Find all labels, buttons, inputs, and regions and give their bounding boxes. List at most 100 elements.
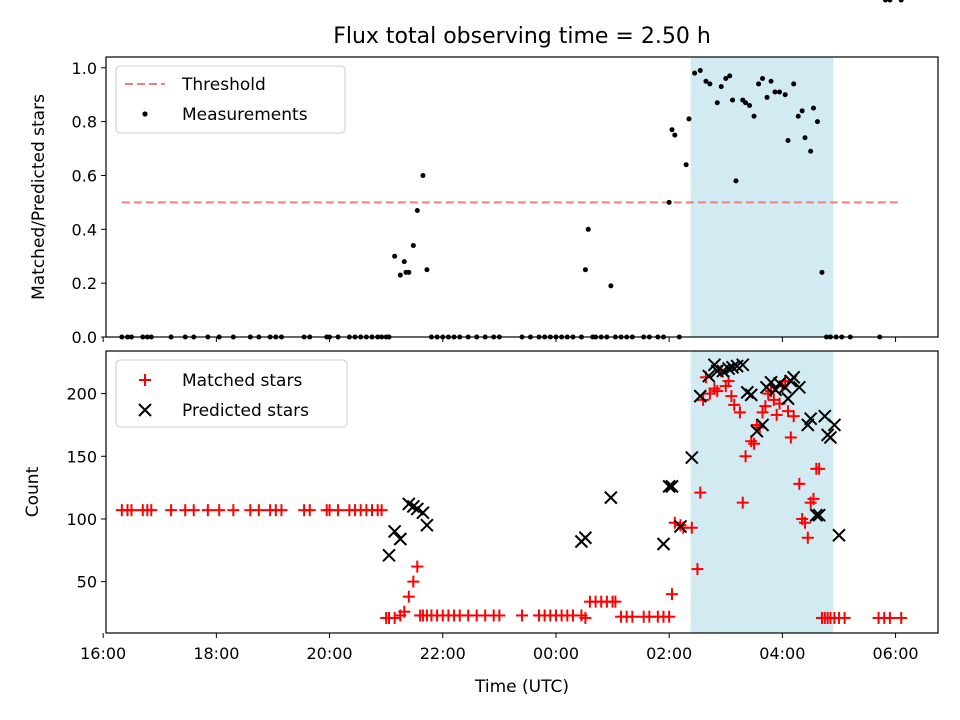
matched-star-point (145, 504, 158, 517)
matched-star-point (626, 610, 639, 623)
measurement-point (743, 100, 749, 106)
predicted-star-point (786, 370, 801, 385)
measurement-point (718, 84, 724, 90)
matched-star-point (275, 504, 288, 517)
top-y-tick-label: 0.0 (72, 328, 97, 347)
measurement-point (760, 76, 766, 82)
predicted-star-point (781, 391, 795, 406)
matched-star-point (883, 611, 896, 624)
top-y-ticks: 0.0 0.2 0.4 0.6 0.8 1.0 (72, 59, 106, 347)
measurement-point (814, 119, 820, 125)
bottom-panel: 50 100 150 200 16:00 18:00 20:00 22:00 00:00 02:… (23, 350, 939, 697)
matched-star-point (668, 516, 681, 529)
measurement-point (791, 81, 797, 87)
x-axis-label: Time (UTC) (474, 677, 569, 697)
chart-title: Flux total observing time = 2.50 h (333, 24, 711, 49)
bottom-y-tick-label: 100 (66, 510, 97, 529)
measurement-point (799, 108, 805, 114)
matched-star-point (609, 595, 622, 608)
matched-star-point (398, 605, 411, 618)
top-y-tick-label: 0.2 (72, 274, 97, 293)
matched-star-point (748, 437, 761, 450)
measurement-point (785, 137, 791, 143)
matched-star-point (213, 504, 226, 517)
x-tick-label: 02:00 (646, 644, 692, 663)
predicted-star-point (410, 502, 424, 516)
bottom-y-axis-label: Count (23, 466, 43, 517)
top-y-tick-label: 1.0 (72, 59, 97, 78)
matched-star-point (725, 390, 738, 403)
measurement-point (777, 89, 783, 95)
measurement-point (397, 272, 403, 278)
matched-star-point (252, 504, 265, 517)
matched-star-point (388, 611, 401, 624)
matched-star-point (770, 408, 783, 421)
predicted-star-point (406, 499, 421, 514)
predicted-star-point (665, 479, 679, 494)
legend-measurements-label: Measurements (182, 105, 308, 125)
top-y-axis-label: Matched/Predicted stars (29, 94, 49, 300)
measurement-point (424, 267, 430, 273)
matched-star-point (728, 398, 741, 411)
predicted-star-point (768, 383, 783, 397)
bottom-axes-frame (105, 350, 939, 634)
measurement-point (392, 253, 398, 259)
predicted-star-point (604, 490, 618, 505)
matched-star-point (402, 590, 415, 603)
bottom-y-tick-label: 150 (66, 447, 97, 466)
predicted-star-point (693, 389, 707, 403)
measurement-point (887, 0, 893, 3)
measurement-point (782, 92, 788, 98)
matched-star-point (187, 504, 200, 517)
predicted-star-point (393, 532, 408, 546)
legend-measurements-swatch (142, 111, 148, 117)
predicted-star-point (656, 537, 671, 551)
measurement-point (730, 97, 736, 103)
matched-star-point (407, 575, 420, 588)
matched-star-point (739, 450, 752, 463)
predicted-star-point (725, 360, 740, 375)
x-tick-label: 22:00 (420, 644, 466, 663)
matched-star-point (201, 504, 214, 517)
legend-predicted-swatch (138, 403, 152, 417)
predicted-star-point (832, 528, 846, 542)
matched-star-point (756, 406, 769, 419)
predicted-star-point (744, 388, 758, 402)
predicted-star-point (416, 505, 430, 520)
matched-star-point (663, 610, 676, 623)
predicted-star-point (721, 361, 736, 376)
measurement-point (410, 242, 416, 248)
matched-star-point (579, 611, 592, 624)
legend-matched-label: Matched stars (182, 371, 302, 391)
measurement-point (585, 226, 591, 232)
measurement-point (697, 67, 703, 73)
x-tick-label: 06:00 (872, 644, 918, 663)
matched-star-point (736, 496, 749, 509)
bottom-y-tick-label: 50 (77, 573, 97, 592)
matched-star-point (411, 560, 424, 573)
matched-star-point (895, 611, 908, 624)
measurement-point (764, 94, 770, 100)
measurement-point (808, 148, 814, 154)
bottom-legend-box (115, 359, 348, 428)
matched-star-point (801, 531, 814, 544)
measurement-point (683, 162, 689, 168)
matched-star-point (787, 410, 800, 423)
matched-star-point (665, 588, 678, 601)
predicted-star-point (772, 376, 787, 391)
measurement-point (795, 113, 801, 119)
measurement-point (768, 78, 774, 84)
measurement-point (802, 135, 808, 141)
matched-star-point (493, 609, 506, 622)
predicted-star-point (578, 531, 593, 545)
x-tick-label: 04:00 (759, 644, 805, 663)
predicted-star-point (803, 411, 818, 426)
matched-star-point (708, 382, 721, 395)
measurement-point (582, 267, 588, 273)
matched-star-point (691, 563, 704, 576)
predicted-star-point (710, 364, 724, 378)
measurement-point (703, 78, 709, 84)
matched-star-point (227, 504, 240, 517)
measurement-point (733, 178, 739, 184)
measurement-point (810, 105, 816, 111)
